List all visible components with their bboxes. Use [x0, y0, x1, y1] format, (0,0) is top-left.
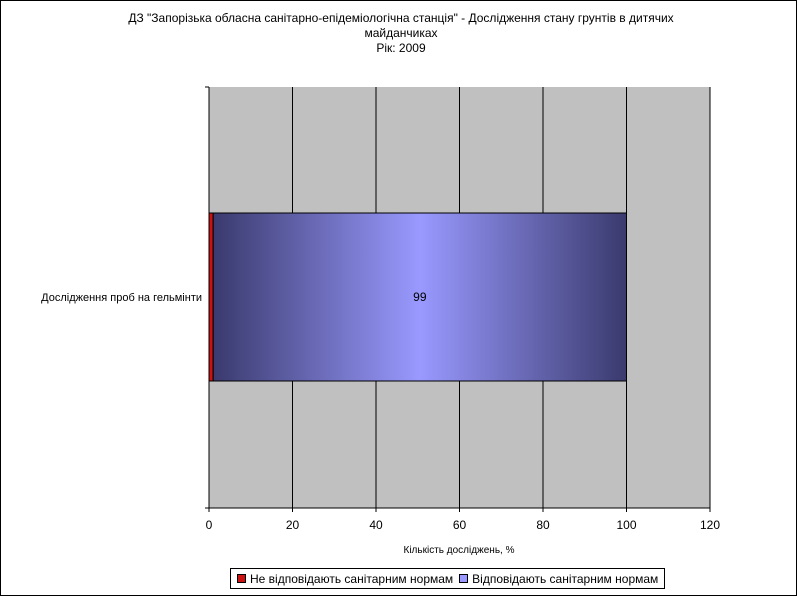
legend-item-compliant: Відповідають санітарним нормам	[459, 572, 658, 586]
chart-title-line-1: ДЗ "Запорізька обласна санітарно-епідемі…	[128, 11, 674, 25]
chart-title: ДЗ "Запорізька обласна санітарно-епідемі…	[61, 11, 741, 56]
chart-title-line-2: майданчиках	[364, 26, 438, 40]
axes	[205, 86, 711, 512]
bar-segment-noncompliant	[208, 212, 214, 382]
x-tick-label: 80	[536, 518, 550, 532]
x-tick-labels: 0 20 40 60 80 100 120	[206, 518, 721, 532]
legend-label-noncompliant: Не відповідають санітарним нормам	[250, 571, 454, 586]
category-label: Дослідження проб на гельмінти	[41, 292, 202, 304]
bars: 199	[208, 212, 628, 382]
data-label: 99	[413, 290, 427, 304]
legend-label-compliant: Відповідають санітарним нормам	[472, 571, 659, 586]
x-tick-label: 120	[700, 518, 720, 532]
x-tick-label: 100	[616, 518, 636, 532]
legend-item-noncompliant: Не відповідають санітарним нормам	[237, 572, 453, 586]
legend: Не відповідають санітарним нормам Відпов…	[230, 568, 666, 589]
legend-swatch-blue	[459, 574, 469, 583]
bar-segment-compliant	[212, 212, 628, 382]
x-axis-label: Кількість досліджень, %	[404, 545, 515, 556]
x-tick-label: 20	[286, 518, 300, 532]
chart-title-line-3: Рік: 2009	[376, 41, 426, 55]
x-tick-label: 60	[453, 518, 467, 532]
x-tick-label: 40	[369, 518, 383, 532]
legend-swatch-red	[237, 574, 246, 583]
x-tick-label: 0	[206, 518, 213, 532]
